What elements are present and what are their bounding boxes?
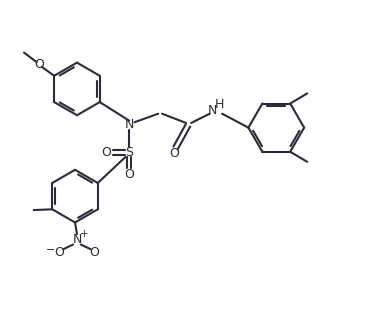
Text: N: N — [207, 104, 217, 117]
Text: O: O — [34, 58, 44, 71]
Text: O: O — [169, 147, 179, 160]
Text: +: + — [80, 229, 88, 239]
Text: O: O — [101, 146, 111, 159]
Text: O: O — [89, 246, 99, 259]
Text: N: N — [124, 118, 134, 131]
Text: O: O — [124, 168, 134, 181]
Text: N: N — [72, 233, 82, 246]
Text: O: O — [55, 246, 64, 259]
Text: −: − — [46, 245, 56, 255]
Text: H: H — [215, 98, 225, 111]
Text: S: S — [125, 146, 133, 159]
